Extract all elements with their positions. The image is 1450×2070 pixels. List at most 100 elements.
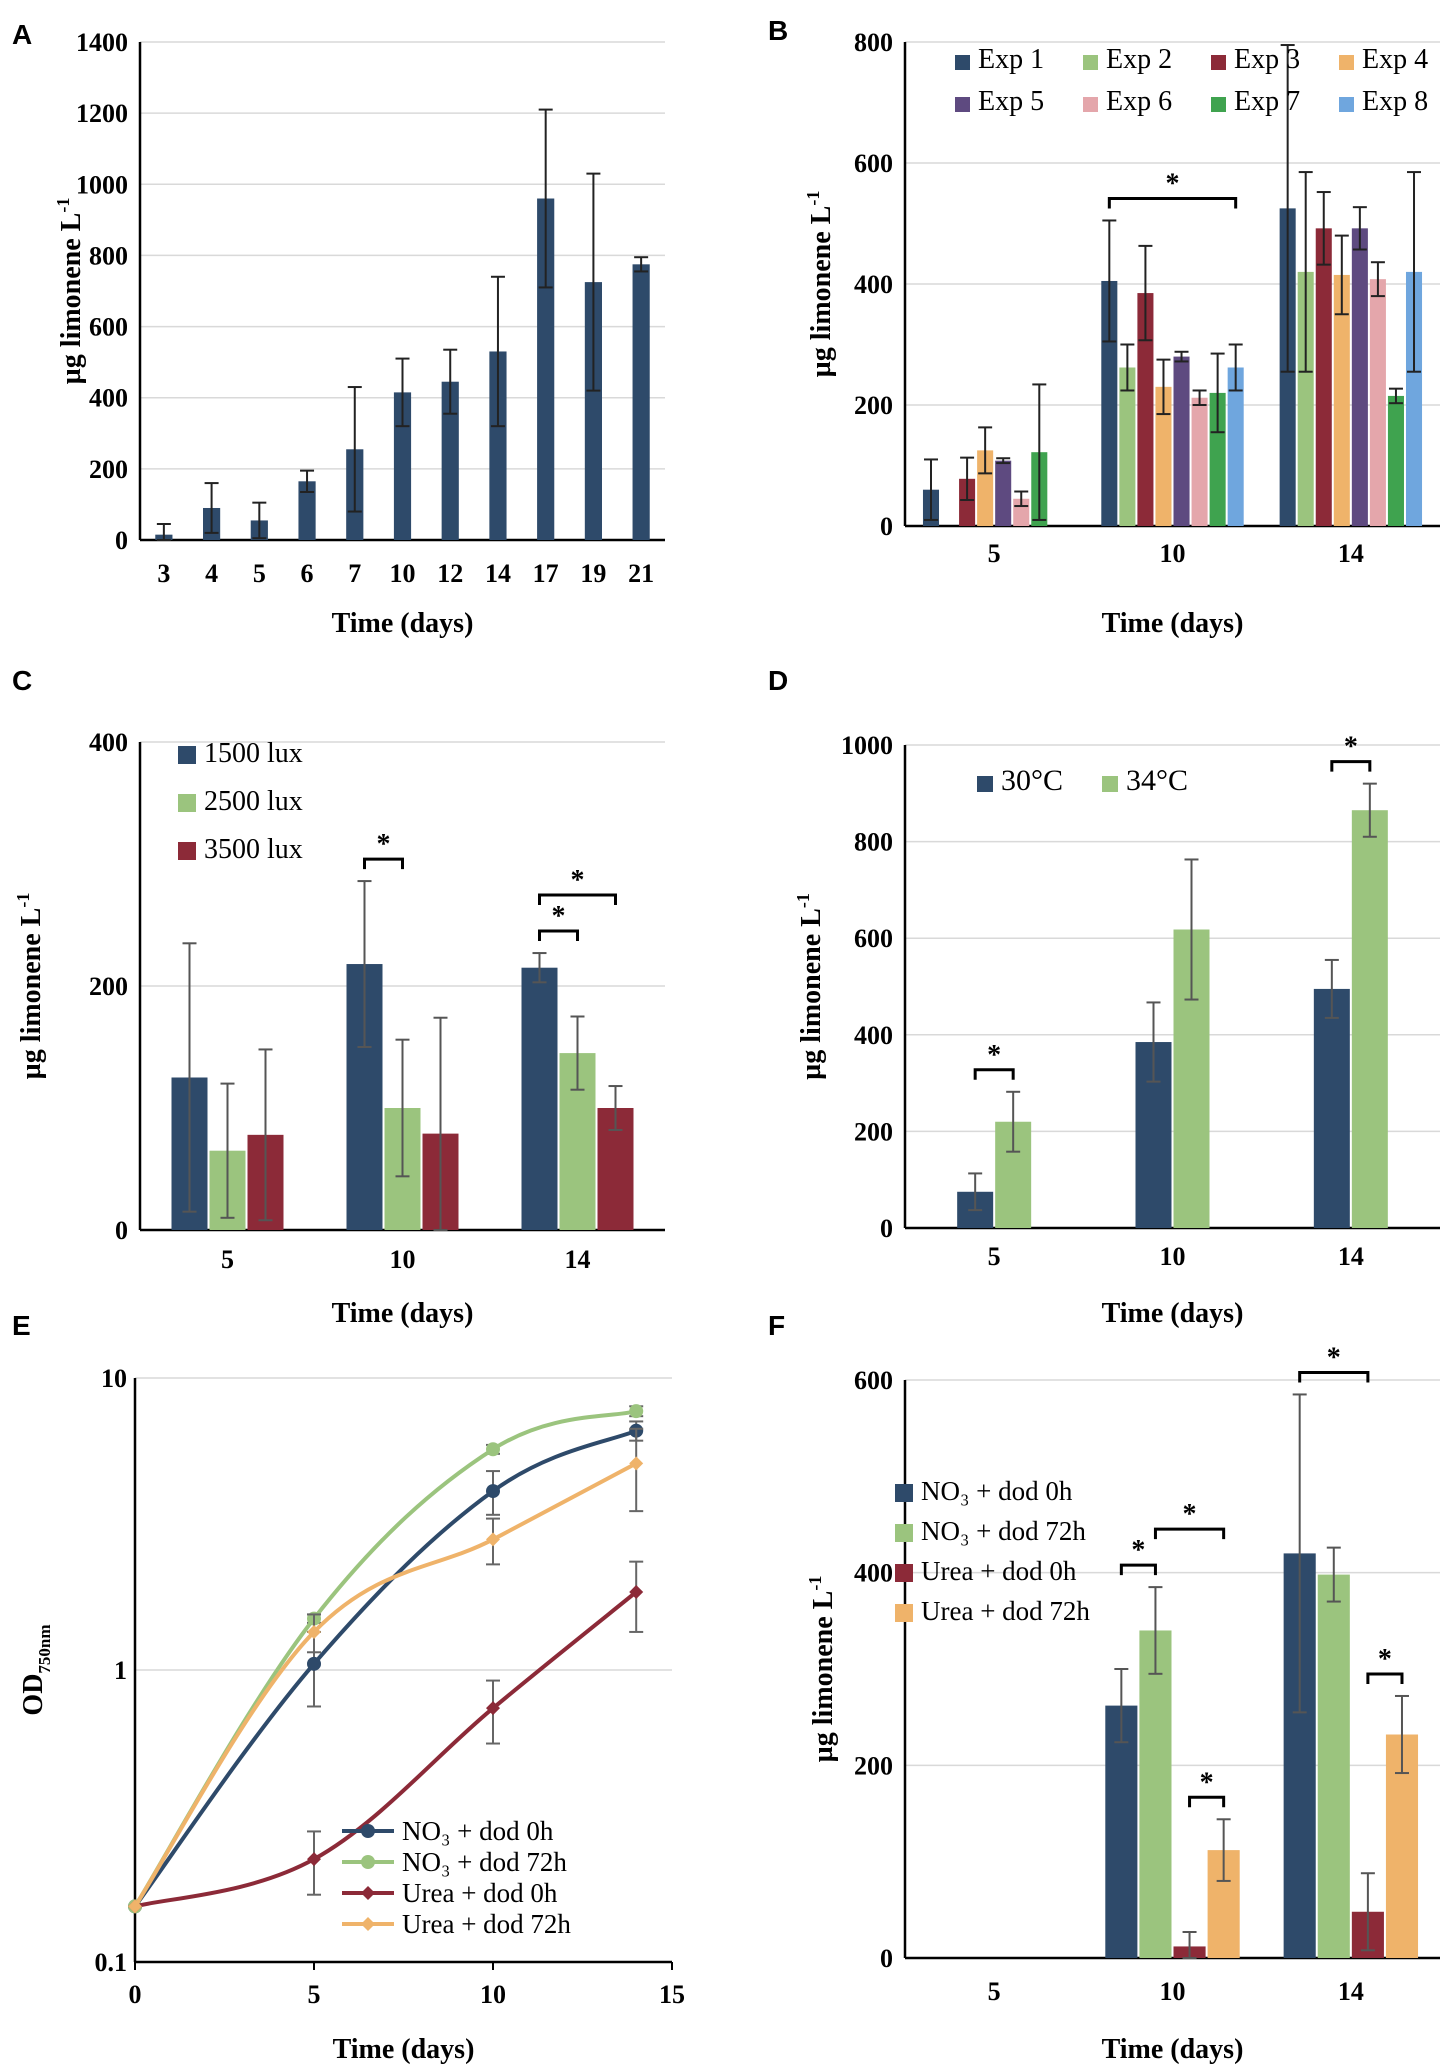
y-tick-label: 200 (854, 1117, 893, 1146)
bar (1119, 367, 1136, 526)
legend-label: Urea + dod 72h (921, 1596, 1090, 1626)
legend-label: 34°C (1126, 764, 1188, 797)
legend-item: 34°C (1102, 764, 1188, 797)
legend-label: NO₃ + dod 0h (402, 1816, 554, 1846)
data-point (307, 1852, 321, 1867)
significance-star: * (1344, 732, 1358, 763)
legend-item: NO₃ + dod 72h (342, 1847, 567, 1877)
legend-item: Exp 4 (1339, 44, 1428, 75)
y-axis-label-sup: -1 (793, 893, 813, 908)
y-tick-label: 200 (854, 391, 893, 420)
significance-bracket (538, 893, 617, 906)
legend-swatch (955, 97, 970, 112)
legend-item: Exp 2 (1083, 44, 1172, 75)
legend-label: Exp 4 (1362, 44, 1428, 75)
x-tick-label: 12 (437, 559, 463, 588)
legend-swatch (178, 746, 196, 764)
legend-item: 1500 lux (178, 738, 303, 769)
bar (1351, 228, 1368, 526)
y-axis-label-text: µg limonene L (56, 213, 87, 385)
legend-label: 1500 lux (204, 738, 303, 769)
bar (1313, 988, 1350, 1228)
x-tick-label: 5 (308, 1980, 321, 2009)
x-axis-label: Time (days) (1102, 608, 1244, 639)
data-point (307, 1656, 321, 1671)
legend-label: NO₃ + dod 72h (402, 1847, 567, 1877)
y-tick-label: 400 (854, 1021, 893, 1050)
data-point (629, 1404, 644, 1419)
legend-label: 2500 lux (204, 786, 303, 817)
significance-star: * (571, 865, 585, 896)
legend-item: Exp 8 (1339, 86, 1428, 117)
significance-bracket (363, 857, 404, 870)
significance-star: * (1166, 168, 1180, 199)
x-tick-label: 17 (533, 559, 559, 588)
legend-swatch (1211, 97, 1226, 112)
bar (1209, 392, 1226, 526)
y-tick-label: 1000 (841, 731, 893, 760)
panel-label: B (768, 15, 788, 46)
legend-item: Exp 3 (1211, 44, 1300, 75)
bar (441, 381, 459, 540)
y-tick-label: 0 (880, 512, 893, 541)
data-point (128, 1899, 142, 1914)
significance-star: * (1200, 1767, 1214, 1798)
legend-item: NO₃ + dod 0h (342, 1816, 554, 1846)
x-tick-label: 4 (205, 559, 218, 588)
y-axis-label-sup: -1 (805, 1576, 825, 1591)
x-axis-label: Time (days) (1102, 1298, 1244, 1329)
legend-item: Urea + dod 0h (342, 1878, 558, 1908)
y-tick-label: 400 (89, 728, 128, 757)
legend-swatch (1083, 55, 1098, 70)
legend-item: 2500 lux (178, 786, 303, 817)
legend-item: Exp 1 (955, 44, 1044, 75)
y-axis-label: µg limonene L-1 (805, 1576, 839, 1763)
y-tick-label: 400 (854, 270, 893, 299)
legend-item: Exp 6 (1083, 86, 1172, 117)
x-tick-label: 10 (1160, 539, 1186, 568)
bar (1297, 271, 1314, 526)
x-tick-label: 10 (1160, 1242, 1186, 1271)
x-tick-label: 3 (157, 559, 170, 588)
legend-swatch (1102, 776, 1118, 792)
legend: 30°C 34°C (977, 764, 1188, 797)
legend-swatch (1211, 55, 1226, 70)
y-tick-label: 1000 (76, 170, 128, 199)
x-tick-label: 10 (1160, 1977, 1186, 2006)
bar (1173, 356, 1190, 526)
bar (1333, 274, 1350, 526)
y-axis-label-sup: -1 (13, 893, 33, 908)
x-tick-label: 5 (988, 539, 1001, 568)
data-point (307, 1624, 321, 1639)
legend-marker (361, 1824, 375, 1838)
legend-label: Exp 1 (978, 44, 1044, 75)
significance-bracket (1153, 1527, 1226, 1540)
y-tick-label: 400 (89, 384, 128, 413)
legend-label: Urea + dod 0h (402, 1878, 558, 1908)
significance-bracket (973, 1068, 1015, 1080)
legend-item: Urea + dod 72h (342, 1909, 571, 1939)
significance-star: * (1378, 1644, 1392, 1675)
x-axis-label: Time (days) (333, 2034, 475, 2065)
x-tick-label: 10 (480, 1980, 506, 2009)
x-tick-label: 10 (390, 559, 416, 588)
x-tick-label: 5 (221, 1245, 234, 1274)
y-tick-label: 0 (115, 526, 128, 555)
x-axis-label: Time (days) (332, 1298, 474, 1329)
bar (1317, 1574, 1350, 1958)
bar (1155, 386, 1172, 526)
legend-label: Urea + dod 72h (402, 1909, 571, 1939)
data-point (629, 1584, 644, 1599)
significance-bracket (1298, 1370, 1370, 1383)
y-tick-label: 200 (89, 455, 128, 484)
bar (489, 351, 507, 540)
legend-label: Exp 2 (1106, 44, 1172, 75)
legend-label: NO₃ + dod 72h (921, 1516, 1086, 1546)
y-axis-label-sub: 750nm (35, 1624, 54, 1673)
bar (632, 264, 650, 540)
y-axis-label-text: OD (18, 1674, 49, 1716)
legend-label: Exp 5 (978, 86, 1044, 117)
